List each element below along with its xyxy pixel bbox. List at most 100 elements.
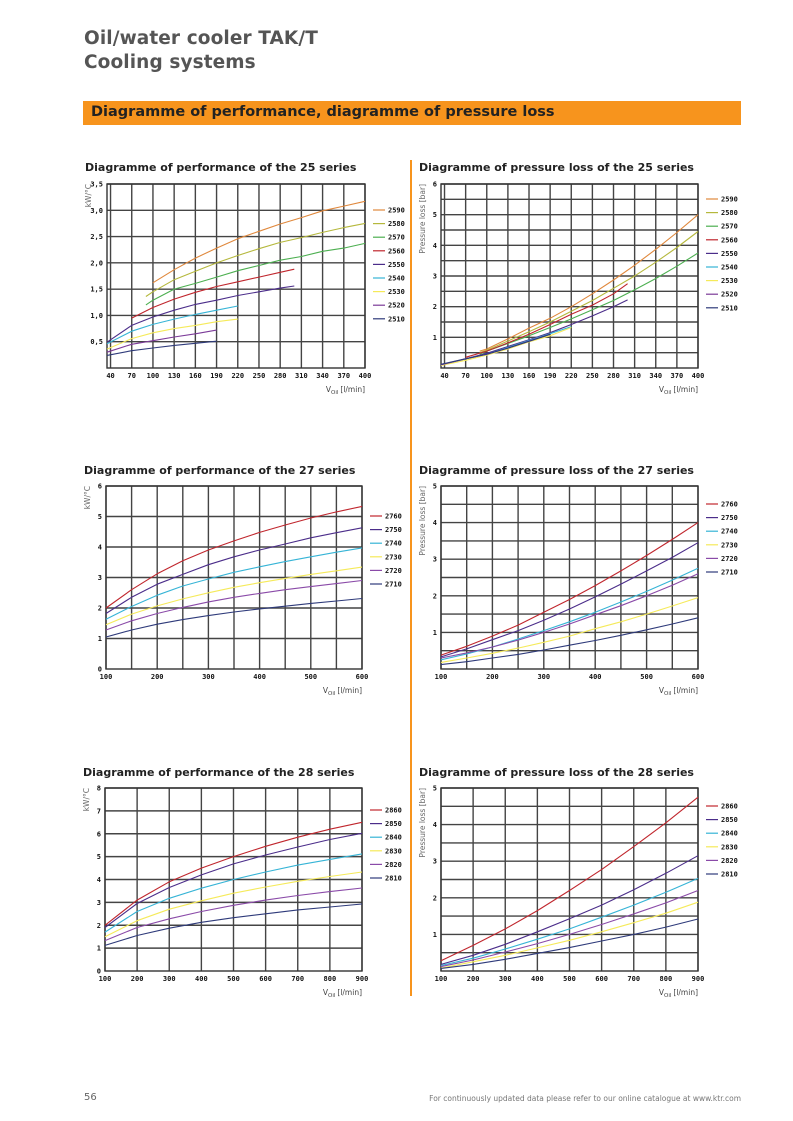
y-tick-label: 2 [433, 303, 437, 311]
x-tick-label: 370 [337, 372, 350, 380]
legend-label: 2570 [388, 234, 405, 242]
x-tick-label: 700 [627, 975, 640, 983]
x-tick-label: 220 [231, 372, 244, 380]
y-tick-label: 2 [97, 922, 101, 930]
chart-2: 100 200 300 400 500 600 0 1 2 3 4 5 6 kW/°C VOil [l/min… [83, 483, 402, 698]
column-divider [410, 160, 412, 996]
y-tick-label: 3 [433, 858, 437, 866]
series-line-2530 [106, 318, 238, 350]
y-tick-label: 0,5 [90, 338, 103, 346]
legend-label: 2810 [721, 871, 738, 879]
y-tick-label: 3,5 [90, 181, 103, 189]
x-tick-label: 220 [565, 372, 578, 380]
x-axis-label-unit: [l/min] [673, 385, 698, 394]
x-tick-label: 250 [253, 372, 266, 380]
x-tick-label: 280 [607, 372, 620, 380]
legend-label: 2730 [385, 553, 402, 561]
y-tick-label: 3 [97, 899, 101, 907]
x-tick-label: 130 [502, 372, 515, 380]
y-tick-label: 6 [97, 830, 101, 838]
y-axis-label: Pressure loss [bar] [418, 486, 427, 556]
x-tick-label: 100 [99, 975, 112, 983]
y-tick-label: 1 [433, 931, 437, 939]
series-line-2830 [440, 901, 699, 969]
x-tick-label: 100 [435, 975, 448, 983]
series-line-2830 [104, 871, 363, 938]
x-axis-label-unit: [l/min] [673, 686, 698, 695]
y-tick-label: 5 [97, 853, 101, 861]
y-tick-label: 6 [433, 181, 437, 189]
legend-label: 2590 [388, 207, 405, 215]
y-tick-label: 3 [433, 273, 437, 281]
section-banner: Diagramme of performance, diagramme of p… [83, 101, 741, 125]
y-tick-label: 2 [433, 592, 437, 600]
y-tick-label: 0 [98, 666, 102, 674]
y-tick-label: 5 [433, 483, 437, 491]
x-axis-label: VOil [l/min] [659, 385, 698, 396]
legend-label: 2850 [385, 820, 402, 828]
x-axis-label-main: V [326, 385, 332, 394]
plot-frame [106, 183, 366, 369]
legend-label: 2810 [385, 875, 402, 883]
legend-label: 2720 [385, 567, 402, 575]
x-tick-label: 100 [147, 372, 160, 380]
y-tick-label: 1,0 [90, 312, 103, 320]
x-tick-label: 100 [100, 673, 113, 681]
y-tick-label: 4 [433, 242, 437, 250]
x-tick-label: 300 [163, 975, 176, 983]
x-tick-label: 500 [304, 673, 317, 681]
x-tick-label: 40 [106, 372, 114, 380]
y-tick-label: 2 [433, 894, 437, 902]
series-line-2850 [440, 855, 699, 965]
legend-label: 2530 [388, 288, 405, 296]
legend-label: 2850 [721, 816, 738, 824]
legend-label: 2760 [721, 501, 738, 509]
chart-1: 40 70 100 130 160 190 220 250 280 310 340 370 400 1 2 3… [418, 181, 738, 397]
x-tick-label: 400 [692, 372, 705, 380]
x-tick-label: 400 [359, 372, 372, 380]
chart-title: Diagramme of performance of the 25 serie… [85, 161, 357, 174]
y-axis-label: kW/°C [82, 788, 91, 811]
series-line-2720 [105, 579, 363, 631]
series-line-2510 [106, 340, 217, 356]
chart-svg: 40 70 100 130 160 190 220 250 280 310 340 370 400 1 2 3… [418, 181, 738, 397]
x-axis-label-subscript: Oil [664, 993, 672, 999]
x-tick-label: 340 [316, 372, 329, 380]
legend-label: 2510 [388, 315, 405, 323]
x-axis-label-unit: [l/min] [673, 988, 698, 997]
x-tick-label: 310 [628, 372, 641, 380]
x-tick-label: 340 [649, 372, 662, 380]
legend-label: 2730 [721, 541, 738, 549]
chart-title: Diagramme of pressure loss of the 27 ser… [419, 464, 694, 477]
legend-label: 2590 [721, 196, 738, 204]
x-axis-label-unit: [l/min] [337, 988, 362, 997]
y-tick-label: 4 [97, 876, 101, 884]
x-axis-label-main: V [659, 686, 665, 695]
y-tick-label: 1 [433, 334, 437, 342]
x-tick-label: 400 [531, 975, 544, 983]
chart-svg: 100 200 300 400 500 600 1 2 3 4 5 Pressure loss [ba… [418, 483, 738, 698]
legend-label: 2860 [721, 803, 738, 811]
legend-label: 2860 [385, 807, 402, 815]
y-tick-label: 1 [97, 945, 101, 953]
x-tick-label: 130 [168, 372, 181, 380]
plot-frame [105, 485, 363, 670]
y-axis-label: kW/°C [83, 486, 92, 509]
legend-label: 2580 [721, 209, 738, 217]
legend-label: 2510 [721, 304, 738, 312]
chart-title: Diagramme of pressure loss of the 25 ser… [419, 161, 694, 174]
series-line-2760 [440, 522, 699, 656]
x-tick-label: 900 [356, 975, 369, 983]
x-tick-label: 600 [692, 673, 705, 681]
y-tick-label: 3 [433, 556, 437, 564]
legend-label: 2550 [721, 250, 738, 258]
series-line-2570 [145, 242, 366, 306]
legend-label: 2840 [721, 830, 738, 838]
chart-5: 100 200 300 400 500 600 700 800 900 1 2 3 4 5 Pressure… [418, 785, 738, 1000]
legend-label: 2830 [721, 843, 738, 851]
series-line-2760 [105, 505, 363, 609]
x-tick-label: 500 [563, 975, 576, 983]
chart-title: Diagramme of performance of the 27 serie… [84, 464, 356, 477]
series-line-2540 [106, 305, 238, 345]
page-number: 56 [84, 1092, 97, 1103]
